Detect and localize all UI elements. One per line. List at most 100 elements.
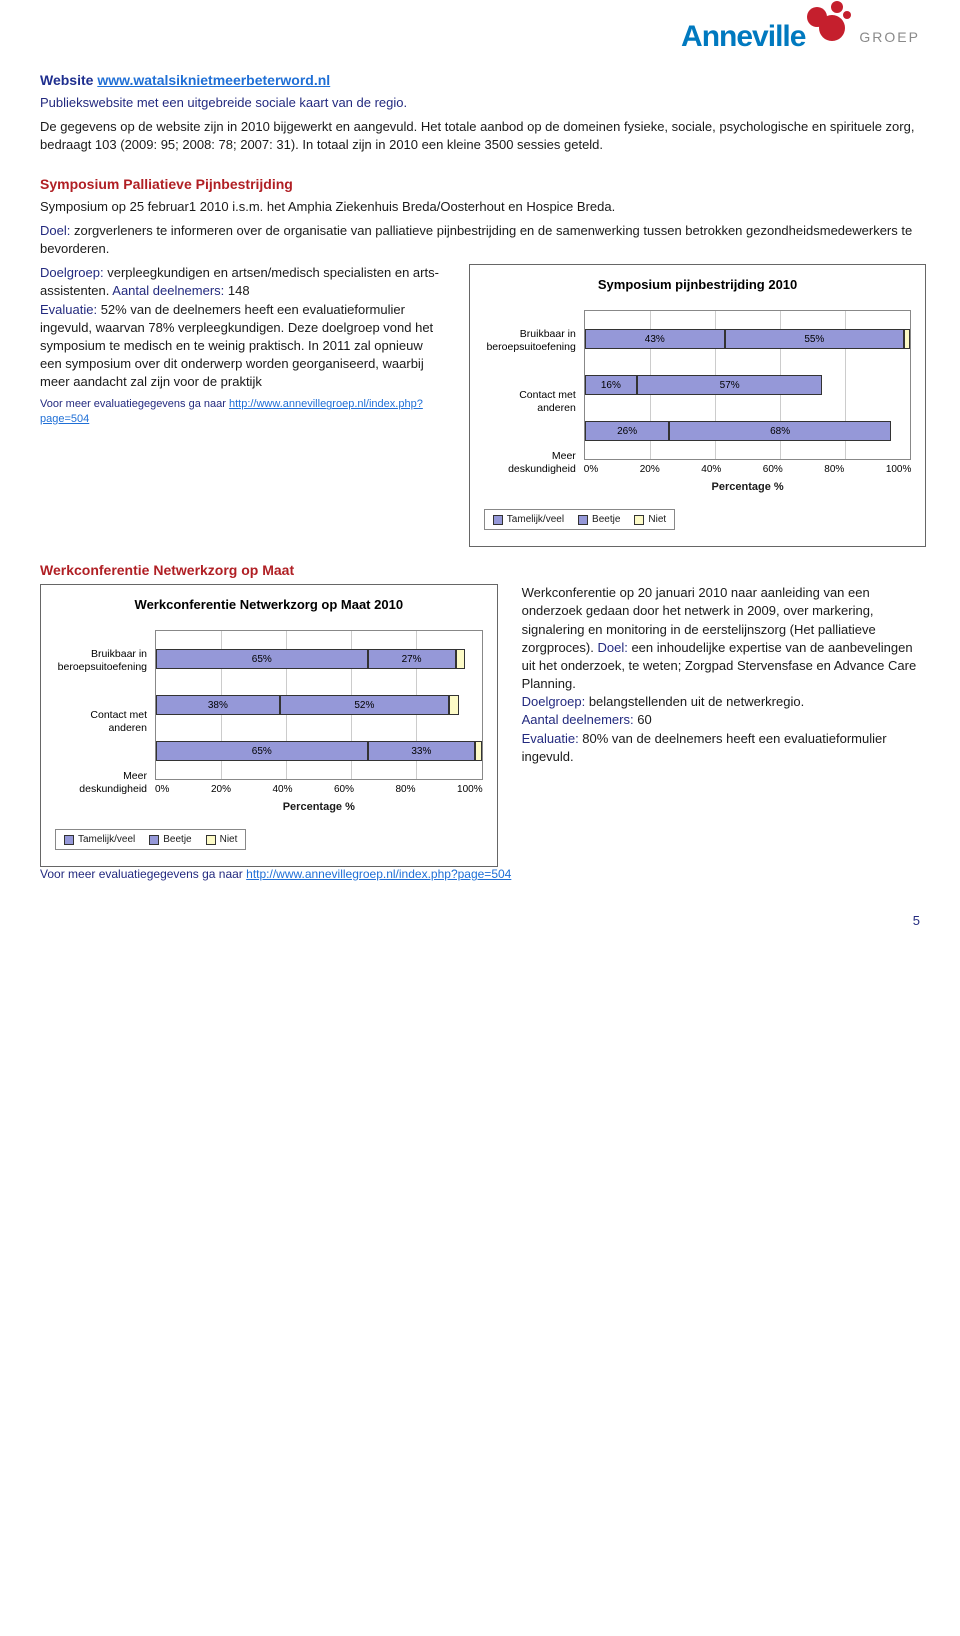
section1-p2: De gegevens op de website zijn in 2010 b… (40, 118, 920, 154)
xtick-label: 100% (457, 784, 483, 795)
website-link[interactable]: www.watalsiknietmeerbeterword.nl (97, 72, 330, 88)
eval-label: Evaluatie: (522, 731, 579, 746)
chart2-plot: 65%27%38%52%65%33% (155, 630, 483, 780)
aantal-label: Aantal deelnemers: (522, 712, 634, 727)
bar-segment-c (904, 329, 911, 349)
xtick-label: 60% (334, 784, 354, 795)
chart1-ylabel2: Contact met anderen (484, 381, 576, 423)
bar-segment-b: 33% (368, 741, 475, 761)
heading-prefix: Website (40, 72, 97, 88)
bar-segment-a: 43% (585, 329, 725, 349)
chart1-xaxis-title: Percentage % (584, 481, 912, 493)
legend-a: Tamelijk/veel (507, 514, 564, 525)
section3-body: Werkconferentie op 20 januari 2010 naar … (522, 584, 927, 766)
page-number: 5 (40, 913, 920, 928)
chart1-ylabels: Bruikbaar in beroepsuitoefening Contact … (484, 310, 584, 493)
eval-text: 52% van de deelnemers heeft een evaluati… (40, 302, 433, 390)
legend-c: Niet (220, 834, 238, 845)
bar-segment-a: 38% (156, 695, 280, 715)
section3-two-col: Werkconferentie Netwerkzorg op Maat 2010… (40, 584, 920, 867)
section2-heading: Symposium Palliatieve Pijnbestrijding (40, 176, 920, 192)
xtick-label: 60% (763, 464, 783, 475)
legend-a: Tamelijk/veel (78, 834, 135, 845)
section2-right: Symposium pijnbestrijding 2010 Bruikbaar… (469, 264, 927, 547)
bar-segment-c (456, 649, 466, 669)
bar-segment-a: 65% (156, 649, 368, 669)
logo-text-2: GROEP (859, 29, 920, 45)
xtick-label: 100% (886, 464, 912, 475)
aantal-text: 60 (634, 712, 652, 727)
xtick-label: 0% (584, 464, 598, 475)
chart2-title: Werkconferentie Netwerkzorg op Maat 2010 (55, 597, 483, 612)
logo: Anneville GROEP (681, 20, 920, 54)
doel-label: Doel: (40, 223, 70, 238)
section1-p1: Publiekswebsite met een uitgebreide soci… (40, 94, 920, 112)
footer-text: Voor meer evaluatiegegevens ga naar (40, 867, 246, 881)
bar-row: 38%52% (156, 695, 482, 715)
bar-row: 16%57% (585, 375, 911, 395)
section2-left-body: Doelgroep: verpleegkundigen en artsen/me… (40, 264, 445, 391)
section2-two-col: Doelgroep: verpleegkundigen en artsen/me… (40, 264, 920, 547)
doel-label: Doel: (597, 640, 627, 655)
section2-p1: Symposium op 25 februar1 2010 i.s.m. het… (40, 198, 920, 216)
xtick-label: 80% (396, 784, 416, 795)
logo-circles-icon (807, 1, 853, 47)
logo-text-1: Anneville (681, 20, 805, 54)
section2-left: Doelgroep: verpleegkundigen en artsen/me… (40, 264, 445, 432)
footer-link[interactable]: http://www.annevillegroep.nl/index.php?p… (246, 867, 511, 881)
xtick-label: 40% (272, 784, 292, 795)
footer-text: Voor meer evaluatiegegevens ga naar (40, 398, 229, 410)
legend-b: Beetje (592, 514, 620, 525)
chart2-xaxis-title: Percentage % (155, 801, 483, 813)
section3-left: Werkconferentie Netwerkzorg op Maat 2010… (40, 584, 498, 867)
doelgroep-text: belangstellenden uit de netwerkregio. (585, 694, 804, 709)
doel-text: zorgverleners te informeren over de orga… (40, 223, 912, 256)
chart1-plot: 43%55% 16%57% 26%68% (584, 310, 912, 460)
chart2-ylabel3: Meer deskundigheid (55, 762, 147, 804)
section3-right: Werkconferentie op 20 januari 2010 naar … (522, 584, 927, 772)
section1-heading: Website www.watalsiknietmeerbeterword.nl (40, 72, 920, 88)
legend-b: Beetje (163, 834, 191, 845)
section3-heading: Werkconferentie Netwerkzorg op Maat (40, 562, 920, 578)
chart1-legend: Tamelijk/veel Beetje Niet (484, 509, 675, 530)
legend-c: Niet (648, 514, 666, 525)
chart2-xaxis: 0% 20% 40% 60% 80% 100% (155, 784, 483, 795)
chart1: Symposium pijnbestrijding 2010 Bruikbaar… (469, 264, 927, 547)
doelgroep-label: Doelgroep: (522, 694, 586, 709)
bar-segment-b: 55% (725, 329, 904, 349)
section3-footer: Voor meer evaluatiegegevens ga naar http… (40, 867, 920, 881)
chart2-ylabel2: Contact met anderen (55, 701, 147, 743)
bar-segment-b: 68% (669, 421, 890, 441)
xtick-label: 80% (824, 464, 844, 475)
section2-footer: Voor meer evaluatiegegevens ga naar http… (40, 397, 445, 426)
eval-label: Evaluatie: (40, 302, 97, 317)
bar-segment-b: 52% (280, 695, 449, 715)
logo-header: Anneville GROEP (40, 20, 920, 54)
bar-segment-a: 16% (585, 375, 637, 395)
xtick-label: 20% (211, 784, 231, 795)
bar-segment-c (449, 695, 459, 715)
bar-segment-a: 26% (585, 421, 670, 441)
doelgroep-label: Doelgroep: (40, 265, 104, 280)
xtick-label: 0% (155, 784, 169, 795)
chart2: Werkconferentie Netwerkzorg op Maat 2010… (40, 584, 498, 867)
bar-row: 43%55% (585, 329, 911, 349)
chart1-ylabel3: Meer deskundigheid (484, 442, 576, 484)
chart1-title: Symposium pijnbestrijding 2010 (484, 277, 912, 292)
section2-doel: Doel: zorgverleners te informeren over d… (40, 222, 920, 258)
bar-segment-b: 27% (368, 649, 456, 669)
chart1-ylabel1: Bruikbaar in beroepsuitoefening (484, 320, 576, 362)
aantal-label: Aantal deelnemers: (112, 283, 224, 298)
aantal-text: 148 (224, 283, 249, 298)
xtick-label: 20% (640, 464, 660, 475)
bar-row: 26%68% (585, 421, 911, 441)
chart2-ylabel1: Bruikbaar in beroepsuitoefening (55, 640, 147, 682)
bar-segment-a: 65% (156, 741, 368, 761)
bar-segment-c (475, 741, 482, 761)
bar-row: 65%33% (156, 741, 482, 761)
xtick-label: 40% (701, 464, 721, 475)
bar-segment-b: 57% (637, 375, 823, 395)
bar-row: 65%27% (156, 649, 482, 669)
chart1-xaxis: 0% 20% 40% 60% 80% 100% (584, 464, 912, 475)
chart2-ylabels: Bruikbaar in beroepsuitoefening Contact … (55, 630, 155, 813)
